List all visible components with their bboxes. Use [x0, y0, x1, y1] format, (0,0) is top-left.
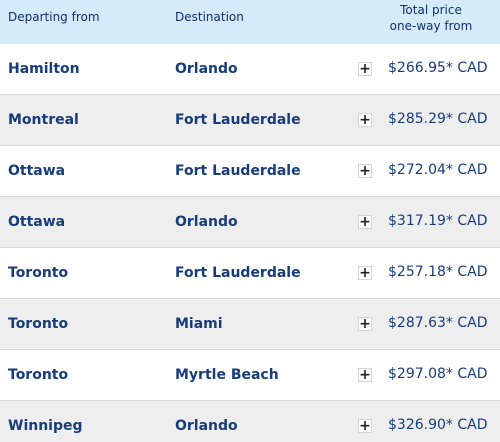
departing-city: Hamilton [8, 61, 80, 77]
price-header-line2: one-way from [389, 19, 473, 33]
table-header: Departing from Destination Total price o… [0, 0, 500, 44]
table-row: Hamilton Orlando + $266.95* CAD [0, 44, 500, 95]
plus-icon[interactable]: + [358, 214, 372, 230]
price-header: Total price one-way from [370, 2, 492, 34]
destination-city: Fort Lauderdale [175, 163, 301, 179]
table-row: Montreal Fort Lauderdale + $285.29* CAD [0, 95, 500, 146]
destination-city: Orlando [175, 418, 238, 434]
destination-city: Myrtle Beach [175, 367, 279, 383]
table-row: Ottawa Fort Lauderdale + $272.04* CAD [0, 146, 500, 197]
table-row: Toronto Fort Lauderdale + $257.18* CAD [0, 248, 500, 299]
price-value: $257.18* CAD [388, 264, 488, 280]
price-value: $287.63* CAD [388, 315, 488, 331]
price-value: $272.04* CAD [388, 162, 488, 178]
departing-city: Ottawa [8, 163, 66, 179]
departing-city: Toronto [8, 367, 69, 383]
departing-city: Montreal [8, 112, 79, 128]
table-row: Toronto Myrtle Beach + $297.08* CAD [0, 350, 500, 401]
destination-city: Miami [175, 316, 223, 332]
plus-icon[interactable]: + [358, 163, 372, 179]
destination-city: Orlando [175, 214, 238, 230]
plus-icon[interactable]: + [358, 265, 372, 281]
departing-header: Departing from [8, 10, 100, 24]
table-row: Toronto Miami + $287.63* CAD [0, 299, 500, 350]
departing-city: Toronto [8, 316, 69, 332]
table-row: Ottawa Orlando + $317.19* CAD [0, 197, 500, 248]
price-value: $285.29* CAD [388, 111, 488, 127]
departing-city: Ottawa [8, 214, 66, 230]
price-value: $266.95* CAD [388, 60, 488, 76]
departing-city: Toronto [8, 265, 69, 281]
destination-city: Fort Lauderdale [175, 112, 301, 128]
plus-icon[interactable]: + [358, 418, 372, 434]
table-body: Hamilton Orlando + $266.95* CAD Montreal… [0, 44, 500, 442]
destination-header: Destination [175, 10, 244, 24]
departing-city: Winnipeg [8, 418, 83, 434]
destination-city: Orlando [175, 61, 238, 77]
destination-city: Fort Lauderdale [175, 265, 301, 281]
plus-icon[interactable]: + [358, 316, 372, 332]
table-row: Winnipeg Orlando + $326.90* CAD [0, 401, 500, 442]
price-value: $326.90* CAD [388, 417, 488, 433]
plus-icon[interactable]: + [358, 367, 372, 383]
price-value: $317.19* CAD [388, 213, 488, 229]
price-header-line1: Total price [400, 3, 462, 17]
price-value: $297.08* CAD [388, 366, 488, 382]
plus-icon[interactable]: + [358, 112, 372, 128]
plus-icon[interactable]: + [358, 61, 372, 77]
